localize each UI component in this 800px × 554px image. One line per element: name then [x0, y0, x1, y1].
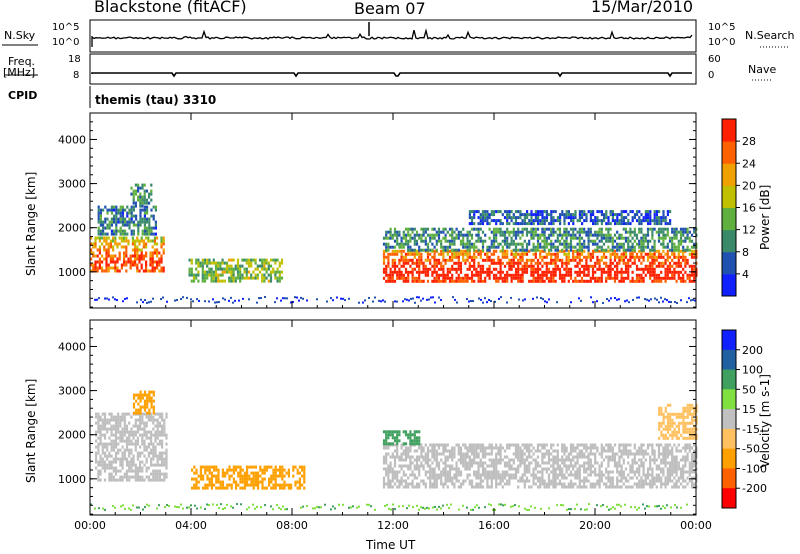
echo-region — [382, 249, 698, 283]
nsearch-tick-top: 10^5 — [708, 22, 736, 33]
nsky-trace — [91, 28, 693, 47]
echo-region — [191, 465, 306, 490]
xtick-label: 08:00 — [276, 519, 308, 532]
velocity-axes: 1000 2000 3000 4000 00:00 04:00 08:00 12:00 16:0… — [58, 319, 712, 532]
echo-region — [382, 430, 421, 446]
nsky-label: N.Sky — [4, 29, 36, 42]
ytick-label: 4000 — [58, 133, 86, 146]
ytick-label: 3000 — [58, 178, 86, 191]
colorbar-tick-label: 8 — [742, 246, 749, 259]
xtick-label: 00:00 — [74, 519, 106, 532]
xtick-label: 12:00 — [377, 519, 409, 532]
echo-region — [90, 236, 165, 273]
colorbar-bin — [722, 409, 736, 430]
echo-region — [188, 258, 284, 283]
colorbar-bin — [722, 488, 736, 509]
colorbar-tick-label: 100 — [742, 364, 763, 377]
colorbar-bin — [722, 349, 736, 371]
colorbar-tick-label: -50 — [742, 443, 760, 456]
station-title: Blackstone (fitACF) — [94, 0, 247, 16]
colorbar-tick-label: 20 — [742, 179, 756, 192]
date-title: 15/Mar/2010 — [591, 0, 694, 16]
freq-trace — [91, 72, 692, 78]
freq-panel-frame — [89, 53, 697, 85]
xtick-label: 16:00 — [478, 519, 510, 532]
echo-region — [382, 443, 698, 489]
power-ylabel: Slant Range [km] — [24, 171, 38, 276]
echo-region — [468, 210, 672, 226]
colorbar-tick-label: 15 — [742, 403, 756, 416]
colorbar-tick-label: -100 — [742, 462, 767, 475]
colorbar-bin — [722, 369, 736, 390]
near-range-echoes — [90, 503, 688, 511]
nsearch-label: N.Search — [745, 29, 795, 42]
ytick-label: 1000 — [58, 473, 86, 486]
colorbar-bin — [722, 389, 736, 410]
power-panel — [90, 183, 698, 304]
echo-region — [132, 390, 155, 415]
ytick-label: 2000 — [58, 429, 86, 442]
colorbar-bin — [722, 229, 736, 253]
colorbar-frame — [721, 329, 737, 509]
xtick-label: 04:00 — [175, 519, 207, 532]
colorbar-tick-label: -15 — [742, 423, 760, 436]
power-cbar-label: Power [dB] — [758, 184, 772, 250]
freq-label-2: [MHz] — [3, 66, 36, 79]
nsky-tick-bottom: 10^0 — [52, 37, 80, 48]
velocity-colorbar: 200 100 50 15 -15 -50 -100 -200 — [721, 329, 767, 509]
colorbar-tick-label: -200 — [742, 482, 767, 495]
colorbar-bin — [722, 163, 736, 186]
power-axes: 1000 2000 3000 4000 — [58, 112, 697, 308]
nsky-tick-top: 10^5 — [52, 22, 80, 33]
nsky-panel-frame — [89, 19, 697, 53]
nave-label: Nave — [748, 63, 777, 76]
summary-traces — [91, 22, 693, 78]
near-range-echoes — [94, 296, 696, 304]
colorbar-bin — [722, 251, 736, 275]
colorbar-bin — [722, 428, 736, 450]
echo-region — [658, 403, 698, 440]
beam-title: Beam 07 — [354, 0, 426, 18]
velocity-panel — [90, 390, 698, 511]
colorbar-tick-label: 200 — [742, 344, 763, 357]
xtick-label: 20:00 — [579, 519, 611, 532]
colorbar-tick-label: 4 — [742, 268, 749, 281]
cpid-label: CPID — [8, 89, 38, 102]
power-colorbar: 4 8 12 16 20 24 28 — [721, 118, 756, 297]
freq-label-1: Freq. — [8, 55, 36, 68]
colorbar-bin — [722, 448, 736, 469]
ytick-label: 2000 — [58, 222, 86, 235]
freq-tick-bottom: 8 — [73, 70, 80, 81]
colorbar-tick-label: 24 — [742, 157, 756, 170]
xtick-label: 00:00 — [680, 519, 712, 532]
echo-region — [95, 412, 168, 482]
nave-tick-bottom: 0 — [708, 70, 715, 81]
echo-region — [130, 183, 153, 208]
colorbar-bin — [722, 119, 736, 142]
colorbar-bin — [722, 273, 736, 297]
colorbar-bin — [722, 141, 736, 164]
colorbar-bin — [722, 468, 736, 489]
colorbar-tick-label: 28 — [742, 135, 756, 148]
nsearch-tick-bottom: 10^0 — [708, 37, 736, 48]
echo-region — [382, 227, 698, 252]
colorbar-bin — [722, 330, 736, 351]
cpid-value: themis (tau) 3310 — [95, 93, 217, 107]
xlabel: Time UT — [366, 538, 416, 552]
velocity-cbar-label: Velocity [m s-1] — [758, 374, 772, 468]
ytick-label: 3000 — [58, 385, 86, 398]
colorbar-tick-label: 50 — [742, 383, 756, 396]
echo-region — [97, 205, 157, 236]
colorbar-tick-label: 12 — [742, 224, 756, 237]
colorbar-bin — [722, 207, 736, 231]
colorbar-tick-label: 16 — [742, 202, 756, 215]
colorbar-bin — [722, 185, 736, 208]
velocity-ylabel: Slant Range [km] — [24, 378, 38, 483]
ytick-label: 1000 — [58, 266, 86, 279]
ytick-label: 4000 — [58, 340, 86, 353]
nave-tick-top: 60 — [708, 54, 721, 65]
freq-tick-top: 18 — [68, 54, 81, 65]
